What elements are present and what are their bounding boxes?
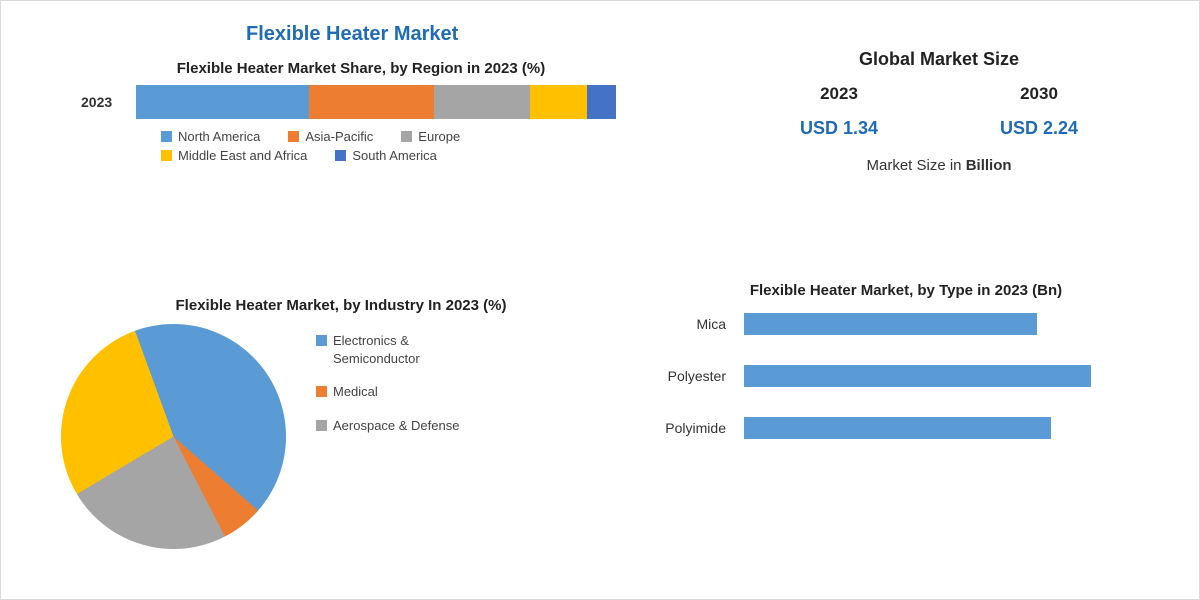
- global-market-size-title: Global Market Size: [739, 49, 1139, 70]
- legend-swatch: [161, 150, 172, 161]
- region-share-legend: North America Asia-Pacific Europe Middle Ea…: [161, 129, 621, 163]
- industry-pie: [61, 324, 286, 549]
- legend-label: Europe: [418, 129, 460, 144]
- type-bar: [744, 313, 1037, 335]
- type-bar-row: Mica: [641, 313, 1171, 335]
- legend-swatch: [316, 386, 327, 397]
- region-segment: [136, 85, 309, 119]
- region-segment: [434, 85, 530, 119]
- main-title: Flexible Heater Market: [246, 23, 458, 46]
- gms-value-1: USD 2.24: [1000, 118, 1078, 139]
- global-market-size-block: Global Market Size 2023 USD 1.34 2030 US…: [739, 49, 1139, 174]
- legend-swatch: [288, 131, 299, 142]
- industry-pie-legend: Electronics & Semiconductor Medical Aerosp…: [316, 332, 486, 434]
- industry-pie-chart: Flexible Heater Market, by Industry In 2…: [61, 296, 621, 549]
- legend-swatch: [316, 335, 327, 346]
- legend-item: Aerospace & Defense: [316, 417, 486, 435]
- type-bar: [744, 365, 1091, 387]
- gms-col-2023: 2023 USD 1.34: [800, 84, 878, 139]
- gms-value-0: USD 1.34: [800, 118, 878, 139]
- legend-item: Asia-Pacific: [288, 129, 373, 144]
- legend-swatch: [401, 131, 412, 142]
- legend-label: Middle East and Africa: [178, 148, 307, 163]
- region-segment: [530, 85, 588, 119]
- legend-label: South America: [352, 148, 437, 163]
- region-share-stacked-bar: [136, 85, 616, 119]
- legend-item: Europe: [401, 129, 460, 144]
- region-share-title: Flexible Heater Market Share, by Region …: [81, 59, 641, 79]
- type-bar-label: Mica: [641, 316, 726, 332]
- type-bar-chart: Flexible Heater Market, by Type in 2023 …: [641, 281, 1171, 439]
- type-bar-row: Polyester: [641, 365, 1171, 387]
- legend-item: South America: [335, 148, 437, 163]
- type-bar-row: Polyimide: [641, 417, 1171, 439]
- legend-label: Medical: [333, 383, 378, 401]
- gms-note-bold: Billion: [966, 157, 1012, 174]
- legend-label: Asia-Pacific: [305, 129, 373, 144]
- legend-item: Medical: [316, 383, 486, 401]
- gms-note: Market Size in Billion: [739, 157, 1139, 174]
- region-share-year-label: 2023: [81, 94, 136, 110]
- gms-year-0: 2023: [820, 84, 858, 104]
- legend-swatch: [316, 420, 327, 431]
- legend-label: Aerospace & Defense: [333, 417, 459, 435]
- region-segment: [587, 85, 616, 119]
- legend-swatch: [335, 150, 346, 161]
- industry-pie-body: Electronics & Semiconductor Medical Aerosp…: [61, 324, 621, 549]
- region-share-row: 2023: [81, 85, 641, 119]
- gms-col-2030: 2030 USD 2.24: [1000, 84, 1078, 139]
- gms-year-1: 2030: [1020, 84, 1058, 104]
- type-bar: [744, 417, 1051, 439]
- legend-label: Electronics & Semiconductor: [333, 332, 486, 367]
- legend-label: North America: [178, 129, 260, 144]
- region-segment: [309, 85, 434, 119]
- region-share-chart: Flexible Heater Market Share, by Region …: [81, 59, 641, 163]
- global-market-size-columns: 2023 USD 1.34 2030 USD 2.24: [739, 84, 1139, 139]
- legend-item: Middle East and Africa: [161, 148, 307, 163]
- gms-note-prefix: Market Size in: [866, 157, 965, 174]
- type-bar-title: Flexible Heater Market, by Type in 2023 …: [641, 281, 1171, 301]
- legend-swatch: [161, 131, 172, 142]
- type-bar-label: Polyimide: [641, 420, 726, 436]
- legend-item: North America: [161, 129, 260, 144]
- type-bar-rows: Mica Polyester Polyimide: [641, 313, 1171, 439]
- legend-item: Electronics & Semiconductor: [316, 332, 486, 367]
- industry-pie-title: Flexible Heater Market, by Industry In 2…: [61, 296, 621, 316]
- type-bar-label: Polyester: [641, 368, 726, 384]
